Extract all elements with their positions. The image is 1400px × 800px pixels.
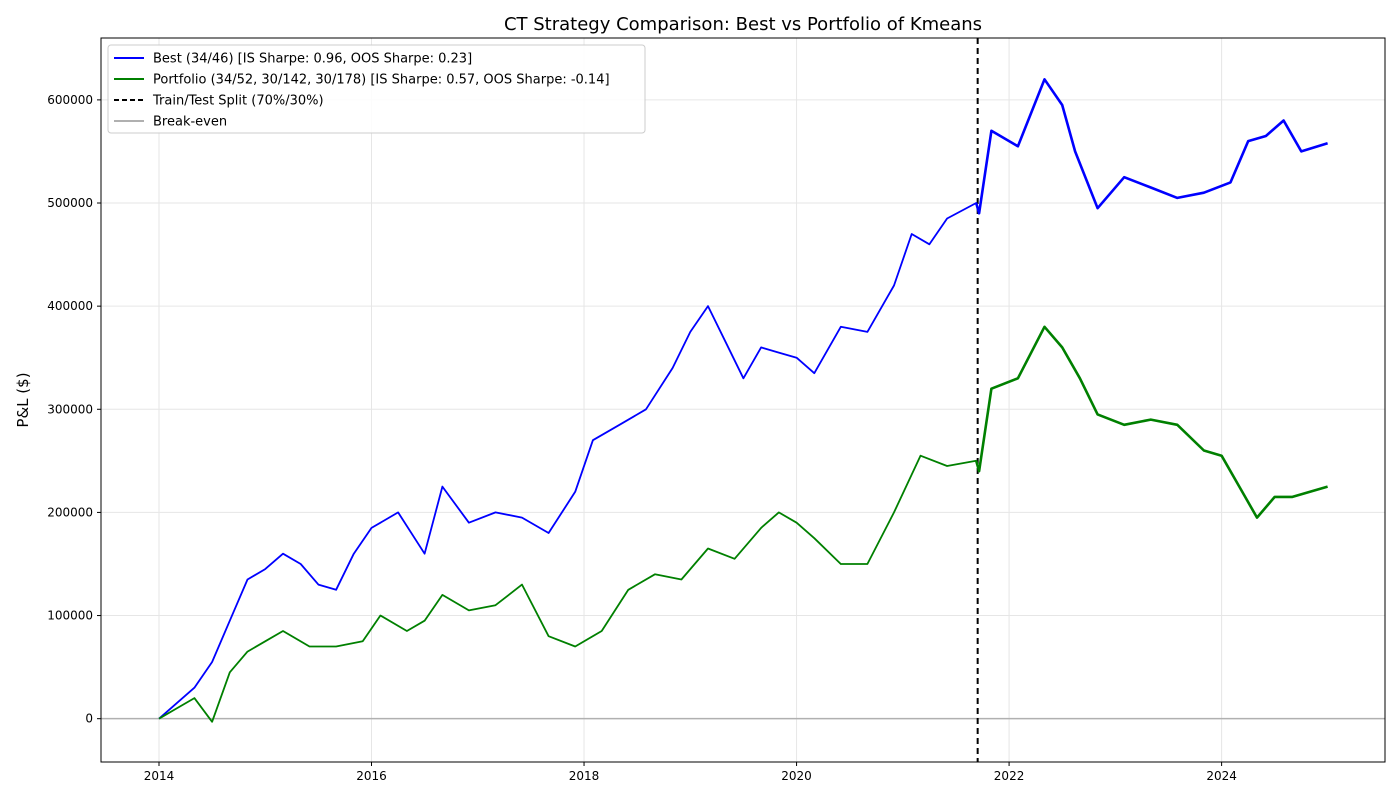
series-line-2-in-sample: [158, 454, 980, 723]
x-tick-label: 2018: [569, 769, 600, 783]
x-axis-ticks: 2014 2016 2018 2020 2022 2024: [144, 762, 1237, 783]
legend-entry-breakeven-label: Break-even: [153, 115, 227, 130]
x-tick-label: 2014: [144, 769, 175, 783]
chart-title: CT Strategy Comparison: Best vs Portfoli…: [504, 14, 982, 35]
legend: Best (34/46) [IS Sharpe: 0.96, OOS Sharp…: [107, 44, 646, 134]
series-line-1-out-of-sample: [974, 78, 1328, 215]
y-tick-label: 100000: [47, 609, 93, 623]
y-tick-label: 400000: [47, 299, 93, 313]
y-tick-label: 0: [85, 712, 93, 726]
reference-lines: [101, 38, 1385, 762]
series-line-2-out-of-sample: [974, 325, 1328, 519]
x-tick-label: 2020: [781, 769, 812, 783]
x-tick-label: 2022: [994, 769, 1025, 783]
x-tick-label: 2016: [356, 769, 387, 783]
legend-entry-best-label: Best (34/46) [IS Sharpe: 0.96, OOS Sharp…: [153, 52, 472, 67]
legend-box: [107, 44, 646, 134]
y-tick-label: 200000: [47, 505, 93, 519]
y-tick-label: 600000: [47, 93, 93, 107]
x-tick-label: 2024: [1206, 769, 1237, 783]
y-tick-label: 300000: [47, 402, 93, 416]
y-axis-ticks: 0 100000 200000 300000 400000 500000 600000: [47, 93, 101, 726]
series-line-1-in-sample: [158, 202, 980, 720]
legend-entry-portfolio-label: Portfolio (34/52, 30/142, 30/178) [IS Sh…: [153, 73, 610, 88]
y-tick-label: 500000: [47, 196, 93, 210]
series-lines: [158, 78, 1328, 723]
plot-frame: [100, 37, 1386, 763]
y-axis-label: P&L ($): [14, 372, 32, 427]
legend-entry-split-label: Train/Test Split (70%/30%): [152, 94, 324, 109]
